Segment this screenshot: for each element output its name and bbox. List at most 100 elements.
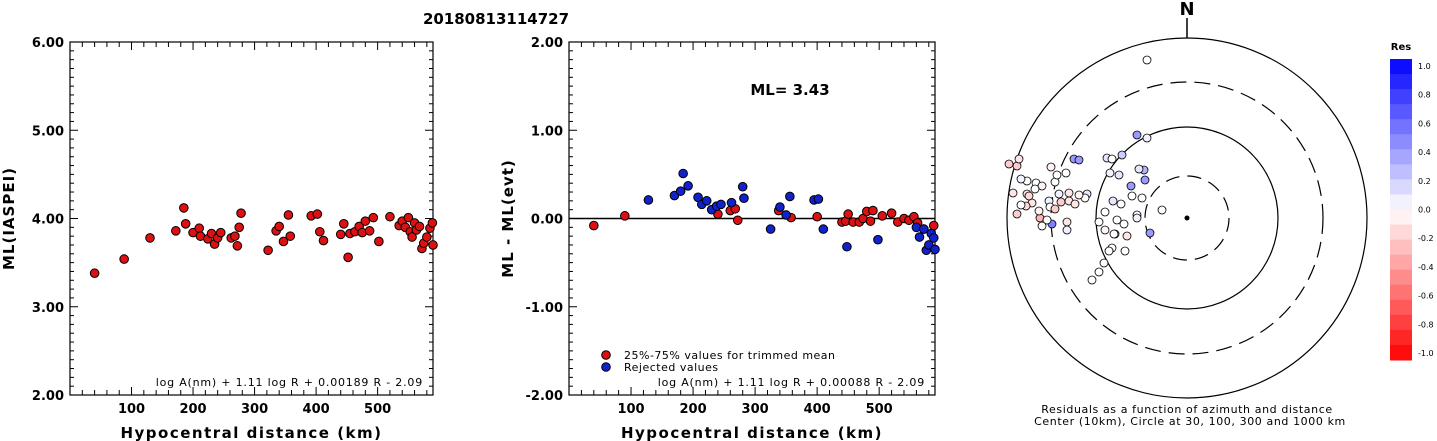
station-point: [1108, 196, 1118, 206]
polar-caption-line2: Center (10km), Circle at 30, 100, 300 an…: [1034, 415, 1346, 428]
x-tick-label: 100: [118, 402, 145, 417]
x-tick-label: 500: [866, 402, 893, 417]
circle-300km: [1050, 81, 1324, 355]
rejected-point: [919, 224, 929, 234]
colorbar-swatch: [1390, 194, 1412, 210]
ml-vs-distance-panel: 100 200 300 400 500 2.00 3.00 4.00 5.00 6.00 Hypoc…: [0, 36, 438, 441]
rejected-point: [775, 202, 785, 212]
data-point: [230, 231, 240, 241]
data-point: [89, 268, 100, 279]
data-point: [414, 221, 425, 232]
colorbar-tick-label: 0.2: [1418, 177, 1431, 186]
data-point: [232, 241, 243, 251]
accepted-point: [589, 220, 599, 231]
data-point: [385, 211, 395, 222]
x-tick-label: 200: [679, 402, 706, 417]
y-tick-label: 4.00: [32, 213, 64, 228]
station-point: [1119, 219, 1129, 229]
rejected-point: [785, 191, 795, 202]
station-point: [1105, 168, 1115, 178]
colorbar-swatch: [1390, 59, 1412, 75]
rejected-point: [813, 194, 824, 204]
y-tick-label: 5.00: [32, 124, 64, 139]
colorbar-tick-label: -0.2: [1418, 234, 1434, 243]
station-point: [1142, 55, 1152, 65]
station-point: [1122, 231, 1132, 241]
station-point: [1050, 204, 1060, 214]
rejected-point: [726, 197, 737, 208]
station-point: [1004, 159, 1014, 169]
data-point: [368, 212, 379, 223]
station-point: [1145, 228, 1155, 238]
x-tick-label: 500: [364, 402, 391, 417]
colorbar-swatch: [1390, 89, 1412, 105]
rejected-point: [716, 199, 726, 210]
station-point: [1034, 206, 1044, 216]
data-point: [283, 210, 294, 220]
station-point: [1054, 189, 1064, 199]
data-point: [278, 236, 289, 247]
y-axis-label: ML(IASPEI): [0, 167, 18, 270]
data-point: [403, 212, 414, 223]
x-axis-label: Hypocentral distance (km): [621, 424, 883, 441]
colorbar-tick-label: -0.6: [1418, 292, 1434, 301]
station-point: [1016, 200, 1026, 210]
accepted-point: [868, 205, 878, 216]
station-point: [1046, 162, 1056, 172]
colorbar-tick-label: 0.0: [1418, 206, 1431, 215]
rejected-point: [928, 233, 939, 243]
data-point: [274, 221, 284, 232]
data-point: [374, 236, 384, 247]
station-point: [1120, 246, 1130, 256]
station-point: [1140, 175, 1150, 185]
station-point: [1016, 174, 1026, 184]
x-tick-label: 200: [179, 402, 206, 417]
rejected-point: [675, 186, 686, 196]
colorbar-tick-label: 0.8: [1418, 91, 1431, 100]
station-point: [1100, 207, 1110, 217]
center-marker: [1184, 215, 1190, 221]
data-point: [285, 231, 296, 241]
data-point: [360, 216, 371, 226]
station-point: [1052, 170, 1062, 180]
station-point: [1127, 191, 1137, 201]
colorbar-tick-label: 0.6: [1418, 119, 1431, 128]
data-point: [312, 209, 323, 219]
data-point: [407, 232, 417, 242]
colorbar-swatch: [1390, 74, 1412, 90]
data-point: [427, 218, 438, 228]
station-point: [1107, 154, 1117, 164]
colorbar-tick-label: 1.0: [1418, 62, 1431, 71]
rejected-point: [737, 181, 748, 192]
legend-label: 25%-75% values for trimmed mean: [624, 349, 836, 362]
rejected-point: [818, 224, 829, 234]
station-point: [1042, 215, 1052, 225]
station-point: [1014, 154, 1024, 164]
rejected-point: [678, 168, 688, 179]
colorbar-swatch: [1390, 314, 1412, 331]
accepted-point: [732, 215, 743, 226]
data-point: [119, 254, 129, 264]
colorbar-tick-label: -0.8: [1418, 320, 1434, 329]
accepted-point: [620, 211, 630, 221]
colorbar-tick-label: 0.4: [1418, 148, 1431, 157]
x-tick-label: 300: [241, 402, 268, 417]
station-point: [1037, 221, 1047, 231]
station-point: [1012, 209, 1022, 219]
data-point: [314, 226, 325, 237]
accepted-point: [886, 208, 897, 219]
station-point: [1134, 164, 1144, 174]
x-tick-label: 300: [742, 402, 769, 417]
station-point: [1116, 199, 1126, 209]
plot-frame: [69, 41, 434, 396]
station-point: [1024, 191, 1034, 201]
station-point: [1008, 188, 1018, 198]
rejected-point: [930, 244, 940, 255]
colorbar-swatch: [1390, 164, 1412, 180]
y-tick-label: 1.00: [531, 124, 563, 139]
station-point: [1132, 130, 1142, 140]
residual-vs-distance-panel: 100 200 300 400 500 -2.00 -1.00 0.00 1.00 2.00 Hyp…: [499, 36, 940, 441]
data-point: [318, 235, 329, 246]
station-point: [1056, 197, 1066, 207]
accepted-point: [812, 211, 822, 222]
